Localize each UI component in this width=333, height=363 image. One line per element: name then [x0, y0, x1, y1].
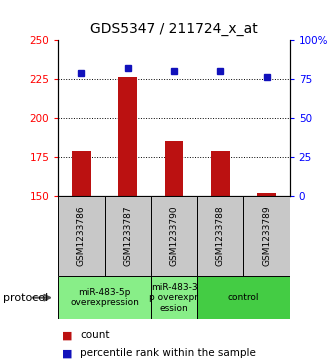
Text: GSM1233788: GSM1233788: [216, 205, 225, 266]
Bar: [105, 196, 151, 276]
Bar: [197, 276, 290, 319]
Bar: [58, 196, 105, 276]
Bar: [151, 196, 197, 276]
Text: miR-483-5p
overexpression: miR-483-5p overexpression: [70, 288, 139, 307]
Text: GSM1233786: GSM1233786: [77, 205, 86, 266]
Bar: [197, 196, 243, 276]
Bar: [211, 151, 229, 196]
Bar: [257, 193, 276, 196]
Bar: [58, 276, 151, 319]
Bar: [151, 276, 197, 319]
Text: ■: ■: [62, 330, 72, 340]
Bar: [165, 141, 183, 196]
Text: count: count: [80, 330, 110, 340]
Bar: [243, 196, 290, 276]
Bar: [119, 77, 137, 196]
Text: control: control: [228, 293, 259, 302]
Bar: [72, 151, 91, 196]
Text: protocol: protocol: [3, 293, 49, 303]
Title: GDS5347 / 211724_x_at: GDS5347 / 211724_x_at: [90, 22, 258, 36]
Text: GSM1233789: GSM1233789: [262, 205, 271, 266]
Text: percentile rank within the sample: percentile rank within the sample: [80, 348, 256, 359]
Text: GSM1233787: GSM1233787: [123, 205, 132, 266]
Text: GSM1233790: GSM1233790: [169, 205, 178, 266]
Text: ■: ■: [62, 348, 72, 359]
Text: miR-483-3
p overexpr
ession: miR-483-3 p overexpr ession: [150, 283, 198, 313]
